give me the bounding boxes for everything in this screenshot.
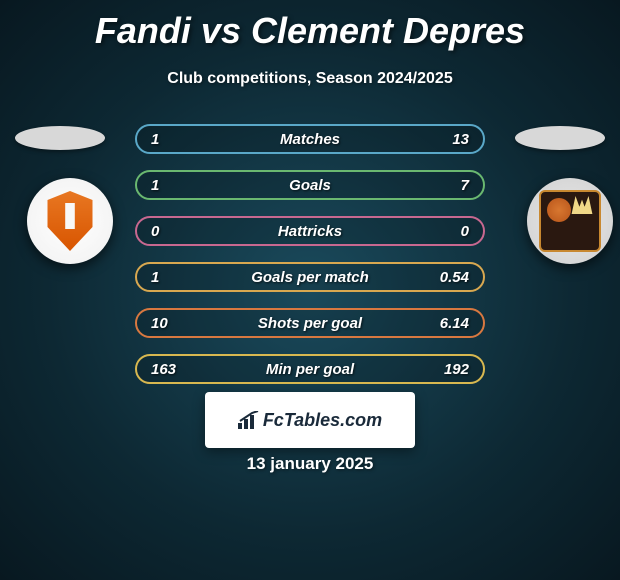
stat-right-value: 0 bbox=[461, 223, 469, 240]
stat-left-value: 163 bbox=[151, 361, 176, 378]
stat-row: 163 Min per goal 192 bbox=[135, 354, 485, 384]
stat-left-value: 0 bbox=[151, 223, 159, 240]
stat-left-value: 1 bbox=[151, 269, 159, 286]
stat-label: Min per goal bbox=[266, 361, 354, 378]
subtitle: Club competitions, Season 2024/2025 bbox=[0, 70, 620, 88]
stat-row: 1 Goals per match 0.54 bbox=[135, 262, 485, 292]
player-right-platform bbox=[515, 126, 605, 150]
stat-left-value: 1 bbox=[151, 177, 159, 194]
stat-label: Goals bbox=[289, 177, 331, 194]
stat-label: Hattricks bbox=[278, 223, 342, 240]
footer-brand-box[interactable]: FcTables.com bbox=[205, 392, 415, 448]
stats-list: 1 Matches 13 1 Goals 7 0 Hattricks 0 1 Goals per m… bbox=[135, 124, 485, 400]
page-title: Fandi vs Clement Depres bbox=[0, 0, 620, 52]
stat-row: 1 Goals 7 bbox=[135, 170, 485, 200]
team-right-shield-icon bbox=[539, 190, 601, 252]
stat-label: Goals per match bbox=[251, 269, 369, 286]
stat-left-value: 1 bbox=[151, 131, 159, 148]
stat-row: 0 Hattricks 0 bbox=[135, 216, 485, 246]
stat-right-value: 0.54 bbox=[440, 269, 469, 286]
stat-label: Shots per goal bbox=[258, 315, 362, 332]
stat-left-value: 10 bbox=[151, 315, 168, 332]
team-left-shield-icon bbox=[45, 191, 95, 251]
date-text: 13 january 2025 bbox=[247, 454, 374, 474]
footer-logo: FcTables.com bbox=[238, 410, 382, 431]
team-right-badge bbox=[527, 178, 613, 264]
stat-right-value: 13 bbox=[452, 131, 469, 148]
team-left-badge bbox=[27, 178, 113, 264]
chart-icon bbox=[238, 411, 260, 429]
stat-right-value: 6.14 bbox=[440, 315, 469, 332]
stat-row: 10 Shots per goal 6.14 bbox=[135, 308, 485, 338]
player-left-platform bbox=[15, 126, 105, 150]
stat-right-value: 192 bbox=[444, 361, 469, 378]
stat-row: 1 Matches 13 bbox=[135, 124, 485, 154]
footer-brand-text: FcTables.com bbox=[263, 410, 382, 431]
stat-right-value: 7 bbox=[461, 177, 469, 194]
stat-label: Matches bbox=[280, 131, 340, 148]
